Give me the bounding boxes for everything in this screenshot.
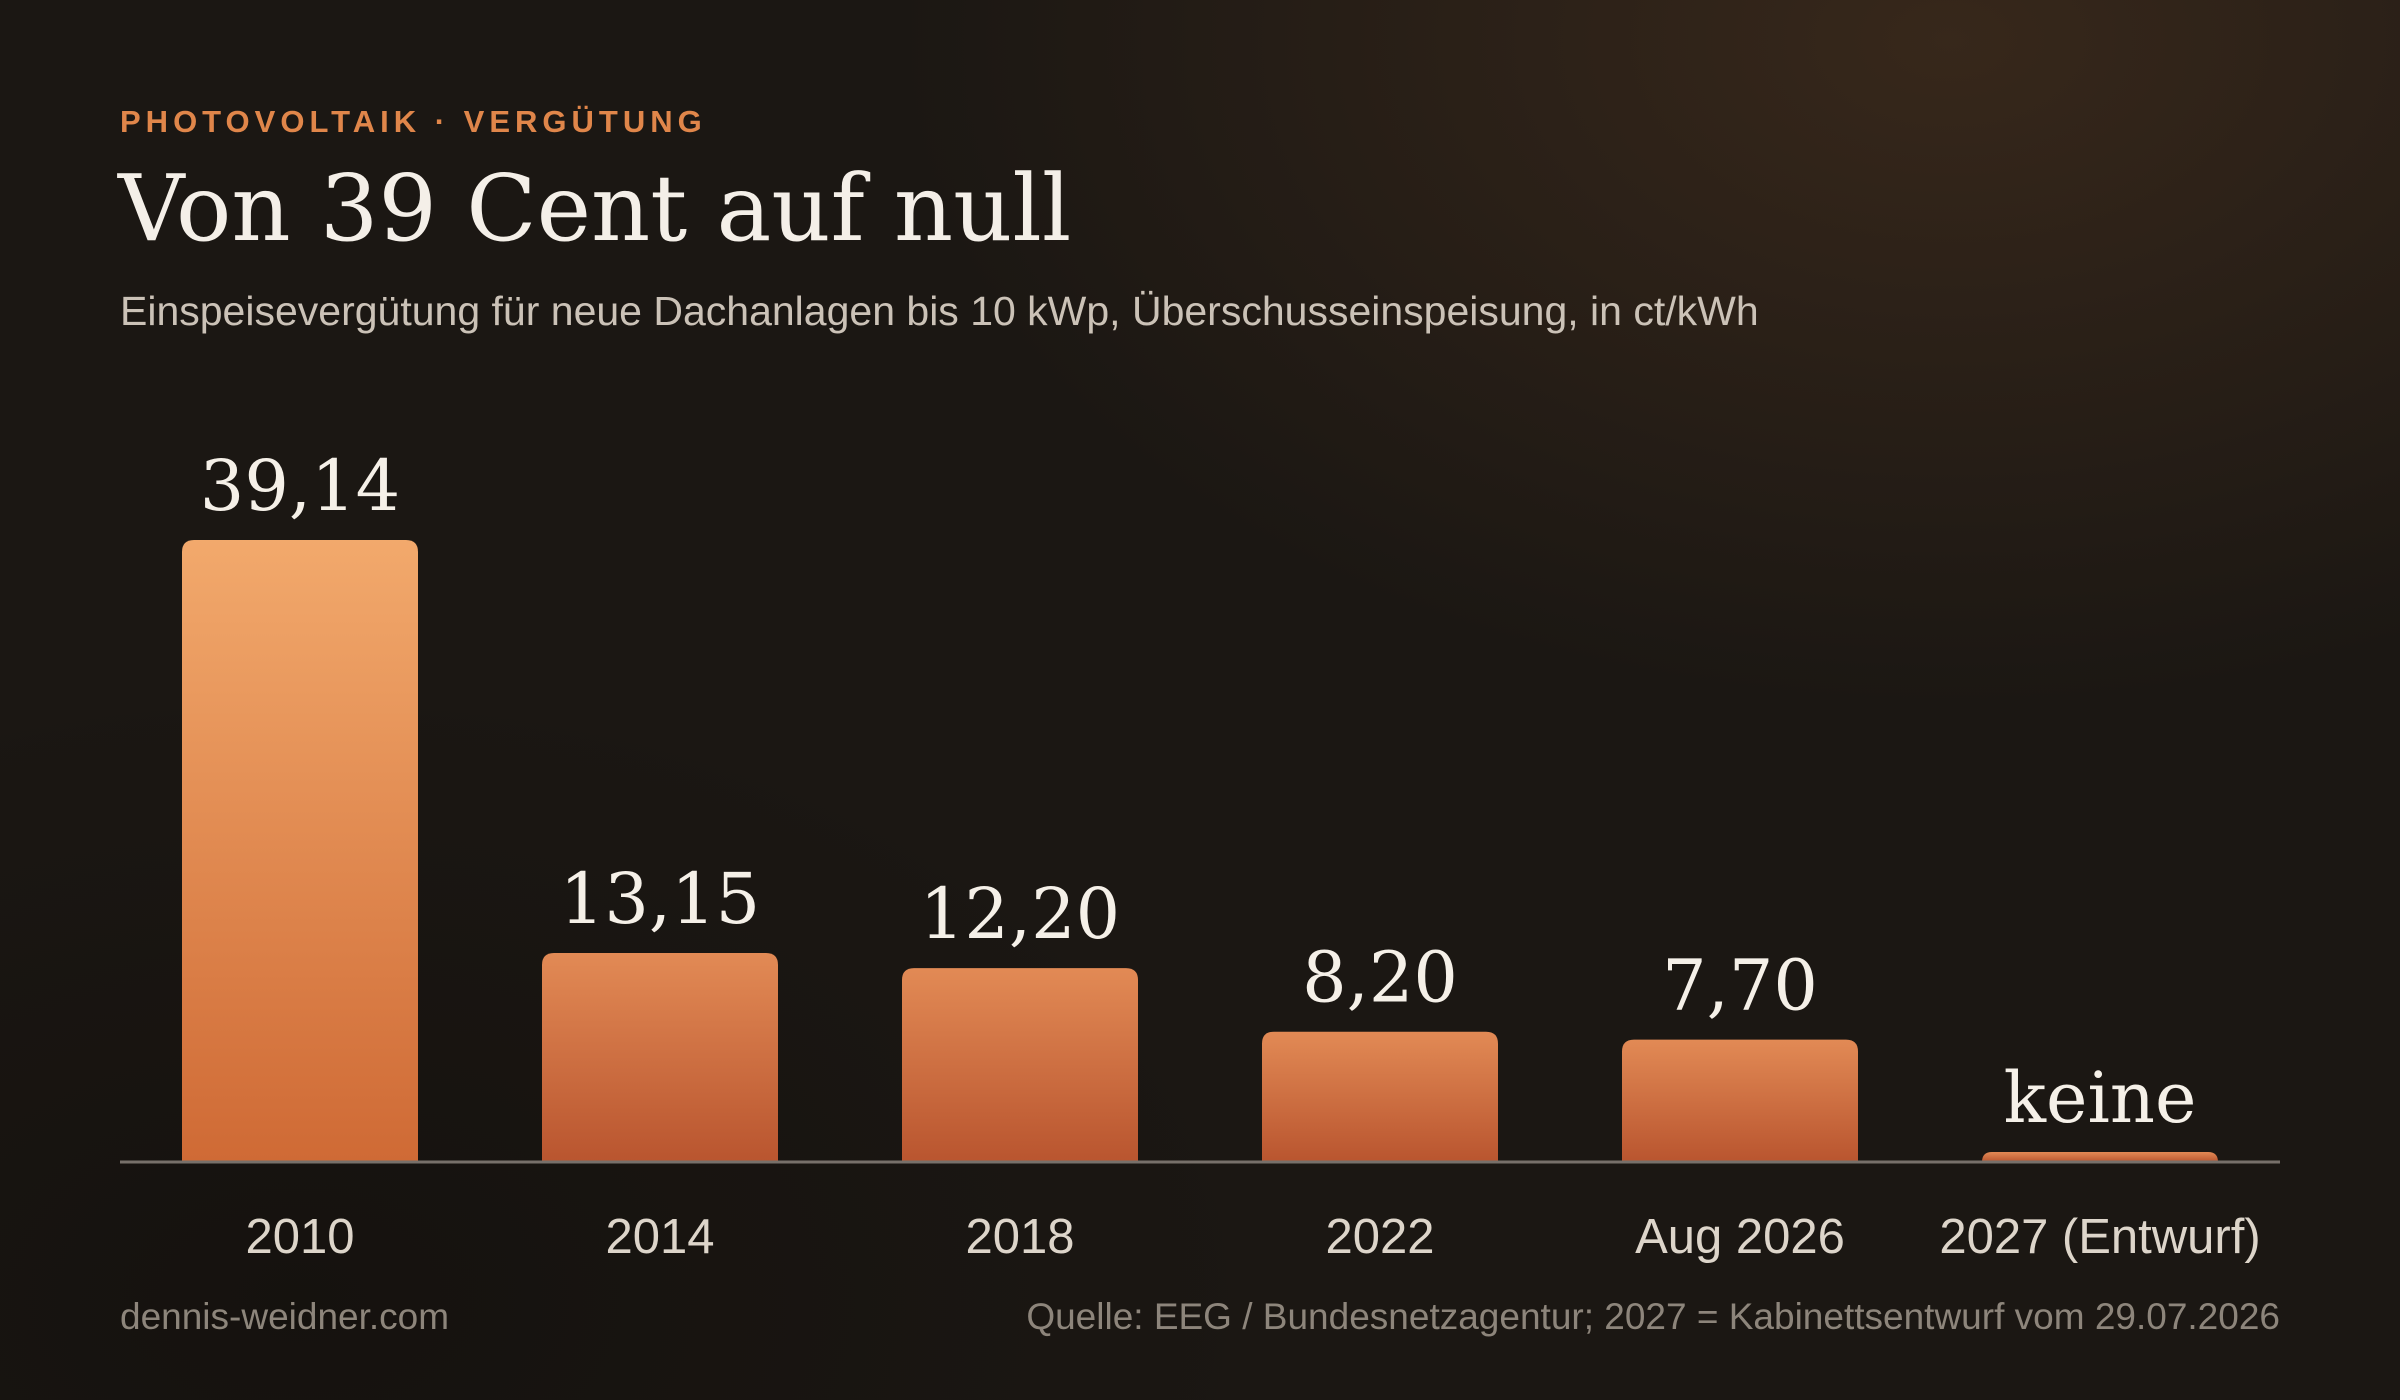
bar-2027-entwurf bbox=[1982, 1152, 2218, 1162]
bar-2010 bbox=[182, 540, 418, 1162]
chart-kicker: PHOTOVOLTAIK · VERGÜTUNG bbox=[120, 104, 707, 139]
tick-label-2010: 2010 bbox=[245, 1210, 354, 1264]
bar-group bbox=[182, 540, 2218, 1162]
value-label-2014: 13,15 bbox=[560, 858, 760, 940]
bar-aug-2026 bbox=[1622, 1039, 1858, 1162]
tick-label-2022: 2022 bbox=[1325, 1210, 1434, 1264]
value-label-aug-2026: 7,70 bbox=[1662, 945, 1818, 1027]
tick-label-group: 2010 2014 2018 2022 Aug 2026 2027 (Entwurf) bbox=[245, 1210, 2260, 1264]
tick-label-2027-entwurf: 2027 (Entwurf) bbox=[1939, 1210, 2260, 1264]
chart-subtitle: Einspeisevergütung für neue Dachanlagen … bbox=[120, 288, 1759, 334]
bar-2014 bbox=[542, 953, 778, 1162]
value-label-group: 39,14 13,15 12,20 8,20 7,70 keine bbox=[200, 445, 2197, 1139]
tick-label-2014: 2014 bbox=[605, 1210, 714, 1264]
bar-2022 bbox=[1262, 1031, 1498, 1162]
value-label-2010: 39,14 bbox=[200, 445, 400, 527]
footer-site: dennis-weidner.com bbox=[120, 1296, 450, 1337]
tick-label-aug-2026: Aug 2026 bbox=[1635, 1210, 1845, 1264]
value-label-2022: 8,20 bbox=[1302, 937, 1458, 1019]
tick-label-2018: 2018 bbox=[965, 1210, 1074, 1264]
chart-title: Von 39 Cent auf null bbox=[118, 155, 1072, 262]
value-label-2018: 12,20 bbox=[920, 873, 1120, 955]
footer-source: Quelle: EEG / Bundesnetzagentur; 2027 = … bbox=[1026, 1296, 2280, 1337]
value-label-2027-entwurf: keine bbox=[2004, 1057, 2197, 1139]
bar-2018 bbox=[902, 968, 1138, 1162]
